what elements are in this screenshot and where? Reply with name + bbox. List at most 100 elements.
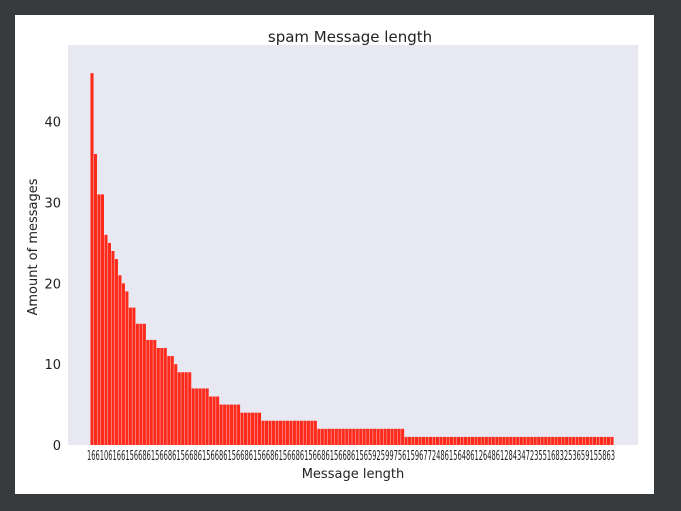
bar — [139, 323, 143, 445]
bar — [177, 372, 181, 445]
bar — [348, 428, 352, 445]
figure: 0 10 20 30 40 166106166156686156686156686156… — [15, 15, 654, 494]
bar — [551, 436, 555, 445]
bar — [282, 420, 286, 445]
bar — [324, 428, 328, 445]
bar — [212, 396, 216, 445]
bar — [376, 428, 380, 445]
bar — [303, 420, 307, 445]
bar — [331, 428, 335, 445]
bar — [589, 436, 593, 445]
bar — [366, 428, 370, 445]
y-tick-label: 0 — [53, 439, 61, 454]
bar — [387, 428, 391, 445]
bar — [397, 428, 401, 445]
x-axis-label: Message length — [302, 467, 405, 482]
bar — [582, 436, 586, 445]
bar — [498, 436, 502, 445]
bar — [586, 436, 590, 445]
bar — [345, 428, 349, 445]
bar — [593, 436, 597, 445]
bar — [411, 436, 415, 445]
bar — [132, 307, 136, 445]
bar — [537, 436, 541, 445]
bar — [442, 436, 447, 445]
bar — [428, 436, 433, 445]
bar — [313, 420, 317, 445]
bar — [278, 420, 282, 445]
bar — [299, 420, 303, 445]
bar — [156, 348, 160, 445]
bar — [495, 436, 499, 445]
bar — [579, 436, 583, 445]
bar — [257, 412, 262, 445]
bar — [460, 436, 464, 445]
bar — [463, 436, 467, 445]
bar — [135, 323, 139, 445]
bar — [167, 356, 171, 445]
bar — [237, 404, 241, 445]
bar — [121, 283, 125, 445]
y-tick-label: 20 — [44, 277, 61, 292]
bar — [606, 436, 611, 445]
bar — [244, 412, 248, 445]
bar — [219, 404, 223, 445]
bar — [306, 420, 310, 445]
bar — [488, 436, 492, 445]
bar — [449, 436, 453, 445]
bar — [512, 436, 516, 445]
bar — [404, 436, 408, 445]
bar — [422, 436, 426, 445]
bar — [142, 323, 146, 445]
bar-chart: 0 10 20 30 40 166106166156686156686156686156… — [26, 28, 638, 482]
bar — [296, 420, 300, 445]
bar — [230, 404, 234, 445]
bar — [484, 436, 488, 445]
bar — [470, 436, 474, 445]
bar — [264, 420, 269, 445]
bar — [195, 388, 199, 445]
bar — [516, 436, 520, 445]
bar — [247, 412, 251, 445]
bar — [125, 291, 129, 445]
bar — [251, 412, 255, 445]
bar — [572, 436, 576, 445]
bar — [575, 436, 579, 445]
y-axis: 0 10 20 30 40 — [44, 116, 61, 454]
bar — [292, 420, 296, 445]
bar — [610, 436, 614, 445]
bar — [599, 436, 604, 445]
bar — [502, 436, 506, 445]
bar — [174, 364, 178, 445]
bar — [373, 428, 377, 445]
bar — [544, 436, 548, 445]
bar — [317, 428, 321, 445]
bar — [439, 436, 443, 445]
bar — [254, 412, 258, 445]
bar — [198, 388, 202, 445]
y-tick-label: 40 — [44, 116, 61, 131]
bar — [104, 234, 108, 445]
x-tick-labels: 1661061661566861566861566861566861566861… — [87, 449, 615, 464]
bar — [100, 194, 104, 445]
bar — [338, 428, 342, 445]
bar — [565, 436, 569, 445]
bar — [170, 356, 174, 445]
bar — [188, 372, 192, 445]
bar — [181, 372, 185, 445]
bar — [523, 436, 527, 445]
bar — [216, 396, 220, 445]
bar — [369, 428, 373, 445]
bar — [107, 242, 111, 445]
bar — [603, 436, 607, 445]
bar — [240, 412, 244, 445]
bar — [467, 436, 471, 445]
bar — [453, 436, 457, 445]
bar — [359, 428, 363, 445]
bar — [226, 404, 230, 445]
bar — [261, 420, 265, 445]
bar — [355, 428, 359, 445]
bar — [432, 436, 436, 445]
bar — [233, 404, 237, 445]
bar — [275, 420, 279, 445]
